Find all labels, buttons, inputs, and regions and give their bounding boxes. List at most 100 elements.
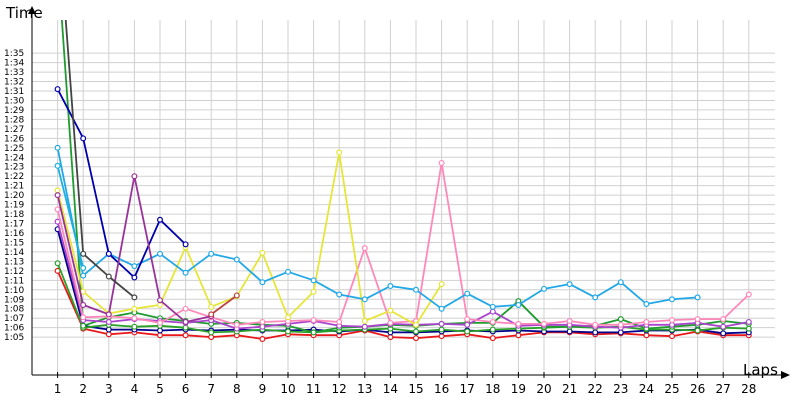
data-point bbox=[361, 318, 368, 325]
data-point bbox=[310, 329, 317, 336]
data-point bbox=[438, 320, 445, 327]
data-point bbox=[540, 320, 547, 327]
data-point bbox=[105, 331, 112, 338]
data-point bbox=[464, 316, 471, 323]
y-tick-label: 1:26 bbox=[4, 134, 24, 144]
data-point bbox=[668, 321, 675, 328]
data-point bbox=[617, 316, 624, 323]
data-point bbox=[387, 283, 394, 290]
data-point bbox=[208, 303, 215, 310]
data-point bbox=[80, 314, 87, 321]
data-point bbox=[720, 316, 727, 323]
data-point bbox=[131, 173, 138, 180]
data-point bbox=[157, 332, 164, 339]
data-point bbox=[387, 319, 394, 326]
data-point bbox=[387, 307, 394, 314]
data-point bbox=[336, 149, 343, 156]
data-point bbox=[515, 301, 522, 308]
y-axis-title: Time bbox=[5, 4, 43, 22]
x-tick-label: 6 bbox=[182, 382, 190, 396]
series-lines bbox=[54, 20, 752, 343]
data-point bbox=[489, 326, 496, 333]
data-point bbox=[54, 260, 61, 267]
series-line bbox=[56, 88, 187, 279]
x-tick-label: 9 bbox=[259, 382, 267, 396]
x-tick-label: 8 bbox=[233, 382, 241, 396]
x-tick-label: 17 bbox=[460, 382, 475, 396]
data-point bbox=[413, 321, 420, 328]
x-tick-label: 22 bbox=[588, 382, 603, 396]
y-tick-label: 1:20 bbox=[4, 191, 24, 201]
data-point bbox=[157, 301, 164, 308]
x-tick-label: 27 bbox=[716, 382, 731, 396]
data-point bbox=[617, 321, 624, 328]
data-point bbox=[54, 192, 61, 199]
data-point bbox=[438, 333, 445, 340]
series-line bbox=[56, 151, 443, 326]
data-point bbox=[643, 318, 650, 325]
data-point bbox=[182, 269, 189, 276]
data-point bbox=[259, 336, 266, 343]
data-point bbox=[259, 323, 266, 330]
y-tick-label: 1:17 bbox=[4, 220, 24, 230]
x-axis-arrow bbox=[781, 371, 790, 379]
data-point bbox=[361, 245, 368, 252]
data-point bbox=[310, 277, 317, 284]
x-tick-label: 5 bbox=[156, 382, 164, 396]
y-tick-label: 1:21 bbox=[4, 182, 24, 192]
data-point bbox=[694, 294, 701, 301]
y-tick-label: 1:18 bbox=[4, 210, 24, 220]
data-point bbox=[540, 285, 547, 292]
series-8 bbox=[54, 144, 701, 312]
data-point bbox=[617, 279, 624, 286]
data-point bbox=[157, 319, 164, 326]
data-point bbox=[182, 332, 189, 339]
y-tick-label: 1:08 bbox=[4, 305, 24, 315]
data-point bbox=[157, 250, 164, 257]
data-point bbox=[54, 162, 61, 169]
data-point bbox=[745, 291, 752, 298]
y-axis-arrow bbox=[28, 6, 36, 14]
data-point bbox=[413, 328, 420, 335]
y-tick-label: 1:23 bbox=[4, 163, 24, 173]
data-point bbox=[157, 327, 164, 334]
data-point bbox=[54, 187, 61, 194]
data-point bbox=[182, 324, 189, 331]
data-point bbox=[80, 135, 87, 142]
data-point bbox=[413, 286, 420, 293]
data-point bbox=[208, 250, 215, 257]
data-point bbox=[668, 317, 675, 324]
data-point bbox=[54, 144, 61, 151]
y-tick-label: 1:09 bbox=[4, 295, 24, 305]
y-tick-label: 1:25 bbox=[4, 144, 24, 154]
x-tick-label: 12 bbox=[332, 382, 347, 396]
data-point bbox=[336, 291, 343, 298]
data-point bbox=[208, 329, 215, 336]
data-point bbox=[438, 305, 445, 312]
y-tick-label: 1:07 bbox=[4, 314, 24, 324]
data-point bbox=[566, 281, 573, 288]
data-point bbox=[182, 241, 189, 248]
x-tick-label: 7 bbox=[207, 382, 215, 396]
data-point bbox=[80, 288, 87, 295]
y-tick-label: 1:28 bbox=[4, 115, 24, 125]
data-point bbox=[54, 86, 61, 93]
x-tick-label: 20 bbox=[536, 382, 551, 396]
data-point bbox=[515, 320, 522, 327]
data-point bbox=[438, 281, 445, 288]
y-tick-label: 1:14 bbox=[4, 248, 24, 258]
data-point bbox=[745, 318, 752, 325]
data-point bbox=[489, 303, 496, 310]
series-line bbox=[56, 147, 698, 310]
y-tick-label: 1:15 bbox=[4, 238, 24, 248]
data-point bbox=[387, 334, 394, 341]
data-point bbox=[105, 326, 112, 333]
x-tick-label: 4 bbox=[131, 382, 139, 396]
data-point bbox=[182, 305, 189, 312]
data-point bbox=[105, 311, 112, 318]
y-tick-label: 1:19 bbox=[4, 201, 24, 211]
series-13 bbox=[208, 292, 240, 318]
x-tick-label: 13 bbox=[357, 382, 372, 396]
x-tick-label: 23 bbox=[613, 382, 628, 396]
